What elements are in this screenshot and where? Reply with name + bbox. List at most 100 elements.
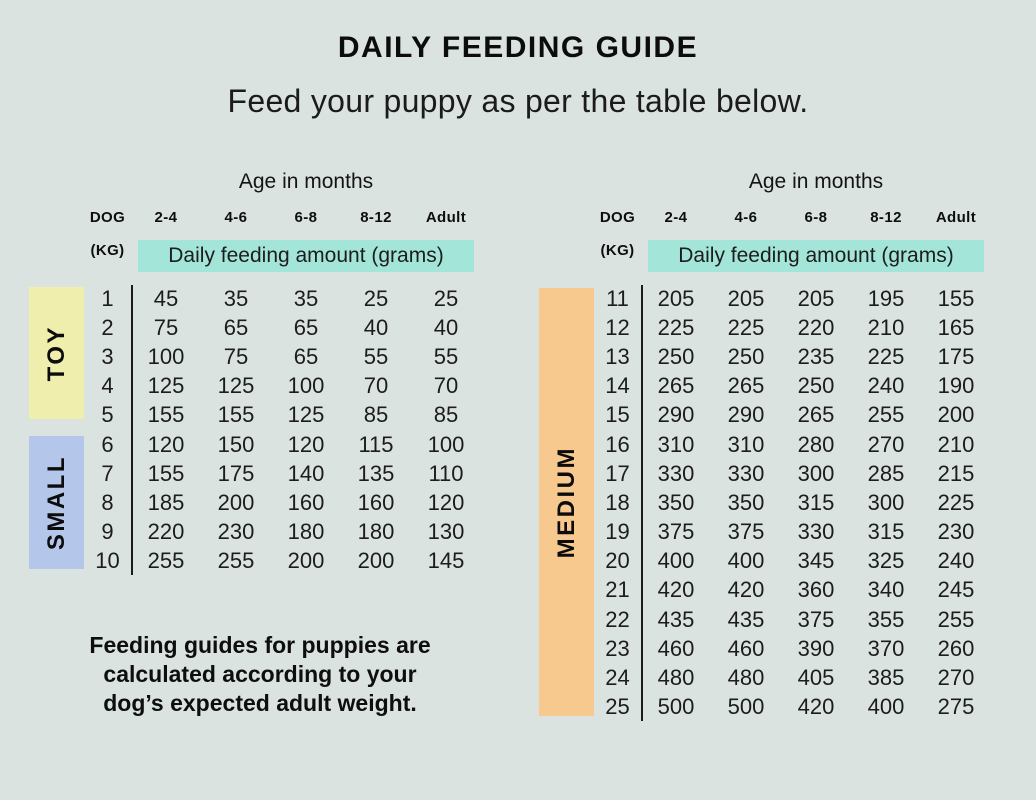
amount-cell: 285 <box>867 460 905 486</box>
amount-cell: 225 <box>727 314 765 340</box>
amount-cell: 245 <box>937 577 975 603</box>
table-row: 10 255 255 200 200 145 <box>84 547 481 576</box>
amount-cell: 205 <box>657 285 695 311</box>
table-row: 1 45 35 35 25 25 <box>84 284 481 313</box>
medium-size-badge: MEDIUM <box>539 288 594 716</box>
amount-cell: 150 <box>217 431 255 457</box>
amount-cell: 65 <box>293 343 319 369</box>
amount-cell: 230 <box>937 519 975 545</box>
amount-cell: 25 <box>363 285 389 311</box>
table-row: 16 310 310 280 270 210 <box>594 430 991 459</box>
kg-cell: 21 <box>605 577 630 603</box>
kg-cell: 14 <box>605 373 630 399</box>
toy-size-badge: TOY <box>29 287 84 419</box>
kg-cell: 24 <box>605 665 630 691</box>
table-row: 6 120 150 120 115 100 <box>84 430 481 459</box>
amount-cell: 330 <box>657 460 695 486</box>
amount-cell: 310 <box>657 431 695 457</box>
amount-cell: 140 <box>287 460 325 486</box>
table-row: 4 125 125 100 70 70 <box>84 372 481 401</box>
amount-cell: 350 <box>657 489 695 515</box>
kg-cell: 8 <box>101 489 114 515</box>
amount-cell: 315 <box>867 519 905 545</box>
amount-cell: 265 <box>727 373 765 399</box>
medium-size-label: MEDIUM <box>552 445 580 559</box>
amount-cell: 220 <box>147 519 185 545</box>
age-column-header: Adult <box>935 208 977 226</box>
amount-cell: 330 <box>797 519 835 545</box>
amount-cell: 135 <box>357 460 395 486</box>
amount-cell: 240 <box>937 548 975 574</box>
amount-cell: 35 <box>223 285 249 311</box>
kg-cell: 7 <box>101 460 114 486</box>
toy-size-label: TOY <box>42 324 70 382</box>
table-row: 19 375 375 330 315 230 <box>594 518 991 547</box>
amount-cell: 435 <box>657 606 695 632</box>
table-rows: 11 205 205 205 195 155 12 225 225 220 21… <box>594 284 991 722</box>
age-in-months-label: Age in months <box>748 170 884 193</box>
amount-cell: 225 <box>867 343 905 369</box>
table-body: TOY SMALL 1 45 35 35 25 25 <box>29 284 481 576</box>
footnote-line: Feeding guides for puppies are <box>89 632 431 658</box>
amount-cell: 300 <box>797 460 835 486</box>
dog-column-header: DOG <box>599 208 636 226</box>
age-column-header: 8-12 <box>870 208 902 226</box>
amount-cell: 435 <box>727 606 765 632</box>
kg-cell: 18 <box>605 489 630 515</box>
amount-cell: 230 <box>217 519 255 545</box>
amount-cell: 420 <box>727 577 765 603</box>
amount-cell: 225 <box>937 489 975 515</box>
amount-cell: 375 <box>797 606 835 632</box>
table-row: 15 290 290 265 255 200 <box>594 401 991 430</box>
amount-cell: 270 <box>937 665 975 691</box>
amount-cell: 175 <box>217 460 255 486</box>
category-column-spacer <box>539 240 594 272</box>
kg-cell: 15 <box>605 402 630 428</box>
table-rows: 1 45 35 35 25 25 2 75 65 65 40 40 <box>84 284 481 576</box>
amount-cell: 185 <box>147 489 185 515</box>
kg-cell: 12 <box>605 314 630 340</box>
column-header-row: DOG 2-4 4-6 6-8 8-12 Adult <box>29 206 481 228</box>
age-column-header: Adult <box>425 208 467 226</box>
amount-cell: 460 <box>657 635 695 661</box>
amount-cell: 220 <box>797 314 835 340</box>
amount-cell: 65 <box>223 314 249 340</box>
amount-cell: 500 <box>727 694 765 720</box>
amount-cell: 225 <box>657 314 695 340</box>
amount-cell: 55 <box>433 343 459 369</box>
vertical-divider-line <box>131 285 133 575</box>
table-row: 2 75 65 65 40 40 <box>84 313 481 342</box>
amount-cell: 300 <box>867 489 905 515</box>
kg-cell: 13 <box>605 343 630 369</box>
amount-cell: 360 <box>797 577 835 603</box>
amount-cell: 260 <box>937 635 975 661</box>
kg-cell: 5 <box>101 402 114 428</box>
amount-cell: 250 <box>797 373 835 399</box>
amount-cell: 255 <box>867 402 905 428</box>
amount-cell: 340 <box>867 577 905 603</box>
amount-cell: 400 <box>657 548 695 574</box>
amount-cell: 165 <box>937 314 975 340</box>
amount-cell: 250 <box>727 343 765 369</box>
amount-cell: 350 <box>727 489 765 515</box>
amount-cell: 480 <box>727 665 765 691</box>
amount-cell: 180 <box>287 519 325 545</box>
amount-cell: 145 <box>427 548 465 574</box>
amount-cell: 65 <box>293 314 319 340</box>
table-row: 5 155 155 125 85 85 <box>84 401 481 430</box>
table-row: 20 400 400 345 325 240 <box>594 547 991 576</box>
amount-cell: 330 <box>727 460 765 486</box>
table-row: 12 225 225 220 210 165 <box>594 313 991 342</box>
category-column-spacer <box>29 240 84 272</box>
amount-cell: 160 <box>357 489 395 515</box>
table-row: 7 155 175 140 135 110 <box>84 459 481 488</box>
kg-column-header: (KG) <box>600 242 635 259</box>
amount-cell: 125 <box>287 402 325 428</box>
page-subtitle: Feed your puppy as per the table below. <box>227 83 809 119</box>
vertical-divider-line <box>641 285 643 721</box>
table-row: 11 205 205 205 195 155 <box>594 284 991 313</box>
kg-cell: 11 <box>606 285 629 311</box>
amount-cell: 200 <box>217 489 255 515</box>
daily-feeding-amount-banner: Daily feeding amount (grams) <box>648 240 984 272</box>
